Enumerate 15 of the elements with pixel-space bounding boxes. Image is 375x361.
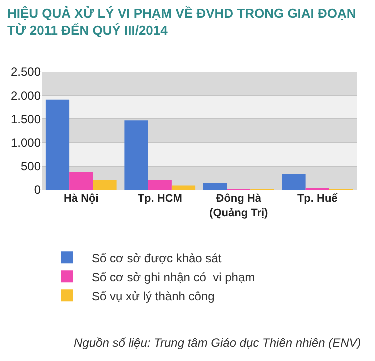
y-tick-label: 2.500 <box>10 65 42 80</box>
x-tick-label: Tp. HCM <box>138 193 182 205</box>
x-tick-label: Hà Nội <box>64 193 99 205</box>
y-tick-label: 2.000 <box>10 88 42 103</box>
legend-label: Số vụ xử lý thành công <box>92 289 215 304</box>
y-tick-label: 500 <box>20 160 42 174</box>
y-tick-label: 1.500 <box>10 112 42 126</box>
y-tick-label: 0 <box>34 183 42 198</box>
legend-label: Số cơ sở được khảo sát <box>92 251 222 266</box>
text: Nguồn số liệu: Trung tâm Giáo dục Thiên nhiên (ENV) <box>74 336 362 350</box>
x-tick-label: Đông Hà (Quảng Trị) <box>210 193 269 220</box>
legend-label: Số cơ sở ghi nhận có vi phạm <box>92 270 256 284</box>
chart-title: HIỆU QUẢ XỬ LÝ VI PHẠM VỀ ĐVHD TRONG GIAI ĐOẠN TỪ 2011 ĐẾN QUÝ III/2014 <box>8 6 356 38</box>
y-tick-label: 1.000 <box>10 136 42 150</box>
x-tick-label: Tp. Huế <box>297 193 339 205</box>
